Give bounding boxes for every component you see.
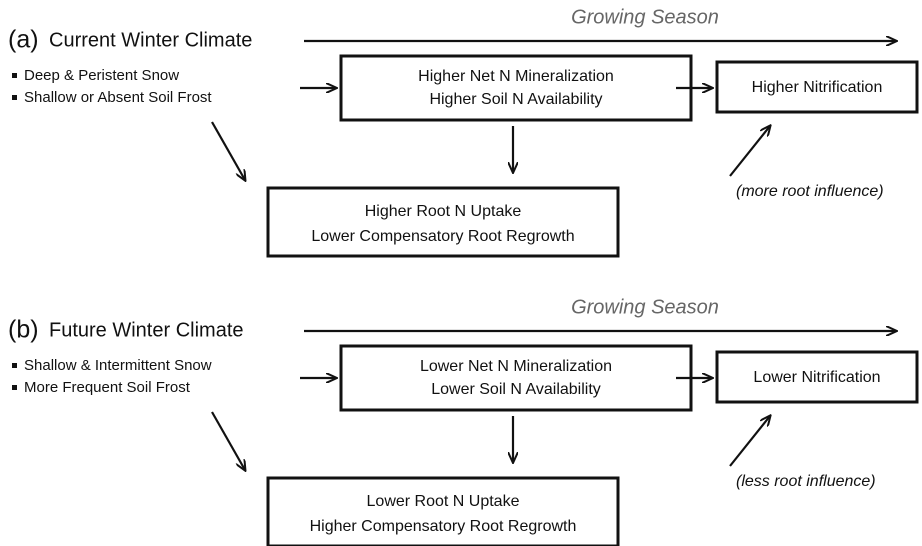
- box: [339, 54, 693, 122]
- bullet: [12, 385, 17, 390]
- bullet: [12, 363, 17, 368]
- box-text: Higher Soil N Availability: [429, 91, 602, 108]
- panel: (b) Future Winter Climate Growing Season Sh…: [8, 296, 919, 546]
- annotation: (more root influence): [736, 183, 884, 200]
- box: [266, 186, 620, 258]
- box: [339, 344, 693, 412]
- box-text: Higher Compensatory Root Regrowth: [310, 518, 577, 535]
- box-text: Lower Compensatory Root Regrowth: [311, 228, 574, 245]
- arrow: [729, 126, 770, 177]
- box: [266, 476, 620, 546]
- arrow: [211, 411, 245, 470]
- panel-label: (a): [8, 26, 39, 54]
- panel: (a) Current Winter Climate Growing Season D…: [8, 6, 919, 258]
- box-text: Lower Soil N Availability: [431, 381, 601, 398]
- condition: More Frequent Soil Frost: [24, 379, 191, 396]
- condition: Shallow or Absent Soil Frost: [24, 89, 212, 106]
- panel-label: (b): [8, 316, 39, 344]
- box-text: Lower Nitrification: [753, 369, 880, 386]
- box-text: Higher Root N Uptake: [365, 203, 522, 220]
- panel-title: Future Winter Climate: [49, 319, 244, 341]
- box-text: Lower Root N Uptake: [367, 493, 520, 510]
- annotation: (less root influence): [736, 473, 876, 490]
- arrow: [729, 416, 770, 467]
- panel-title: Current Winter Climate: [49, 29, 252, 51]
- season-label: Growing Season: [571, 6, 719, 28]
- box-text: Higher Net N Mineralization: [418, 68, 614, 85]
- bullet: [12, 73, 17, 78]
- season-label: Growing Season: [571, 296, 719, 318]
- arrow: [211, 121, 245, 180]
- condition: Shallow & Intermittent Snow: [24, 357, 212, 374]
- box-text: Lower Net N Mineralization: [420, 358, 612, 375]
- box: [715, 350, 919, 404]
- box-text: Higher Nitrification: [752, 79, 883, 96]
- condition: Deep & Peristent Snow: [24, 67, 179, 84]
- bullet: [12, 95, 17, 100]
- box: [715, 60, 919, 114]
